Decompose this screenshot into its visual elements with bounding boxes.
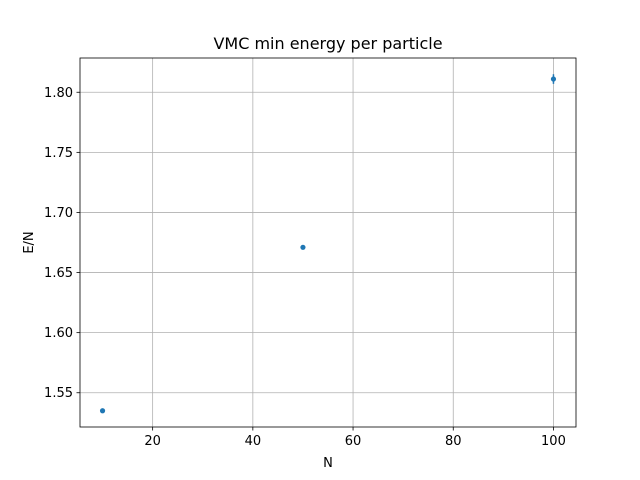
- y-ticks: 1.55 1.60 1.65 1.70 1.75 1.80: [44, 86, 80, 401]
- y-tick-label: 1.55: [44, 386, 73, 401]
- x-tick-label: 100: [541, 434, 566, 449]
- data-point: [300, 244, 306, 250]
- data-point: [550, 76, 557, 82]
- y-tick-label: 1.65: [44, 266, 73, 281]
- x-axis-label: N: [323, 456, 333, 471]
- grid-layer: [80, 58, 576, 427]
- y-axis-label: E/N: [22, 231, 37, 253]
- x-tick-label: 60: [345, 434, 362, 449]
- spines-layer: [79, 57, 577, 428]
- y-tick-label: 1.70: [44, 206, 73, 221]
- plot-frame: [79, 57, 577, 428]
- chart-title: VMC min energy per particle: [213, 34, 442, 53]
- data-point: [99, 408, 106, 414]
- y-tick-label: 1.60: [44, 326, 73, 341]
- x-tick-label: 40: [245, 434, 262, 449]
- x-ticks: 20 40 60 80 100: [144, 427, 566, 449]
- y-tick-label: 1.75: [44, 146, 73, 161]
- x-tick-label: 80: [445, 434, 462, 449]
- data-points: [99, 74, 557, 414]
- y-tick-label: 1.80: [44, 86, 73, 101]
- x-tick-label: 20: [144, 434, 161, 449]
- plot-background: [80, 58, 576, 427]
